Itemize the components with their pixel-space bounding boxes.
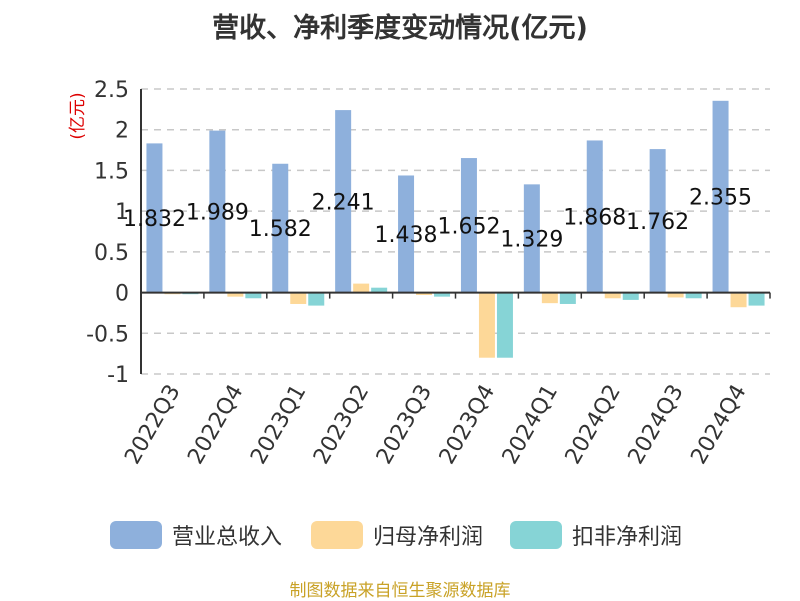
x-tick-label: 2024Q2 <box>561 381 626 469</box>
y-tick-label: -0.5 <box>86 322 129 347</box>
bar-2023Q1-series-1 <box>290 292 307 304</box>
bar-2024Q2-series-2 <box>622 292 639 300</box>
bar-2024Q4-series-0 <box>712 100 729 293</box>
y-tick-label: 1 <box>115 200 129 225</box>
bar-2024Q1-series-0 <box>523 184 540 293</box>
y-tick-label: 2 <box>115 119 129 144</box>
data-label: 1.652 <box>437 214 500 239</box>
bar-2022Q4-series-0 <box>209 130 226 293</box>
data-label: 1.762 <box>626 210 689 235</box>
legend-swatch-deducted-profit <box>510 521 562 549</box>
y-axis-unit-label: (亿元) <box>68 92 88 139</box>
legend-label-net-profit: 归母净利润 <box>373 525 484 550</box>
legend-swatch-net-profit <box>311 521 363 549</box>
bar-2023Q3-series-2 <box>434 292 451 297</box>
legend-label-revenue: 营业总收入 <box>172 525 283 550</box>
bar-2024Q2-series-0 <box>586 140 603 293</box>
bar-2023Q2-series-0 <box>335 110 352 293</box>
bar-2023Q4-series-0 <box>460 158 477 293</box>
legend-item-net-profit[interactable]: 归母净利润 <box>311 518 483 552</box>
x-tick-label: 2024Q3 <box>624 381 689 469</box>
bar-2024Q4-series-2 <box>748 292 765 306</box>
bar-2024Q1-series-1 <box>541 292 558 304</box>
source-note: 制图数据来自恒生聚源数据库 <box>289 581 511 601</box>
data-label: 1.329 <box>500 227 563 252</box>
chart-title: 营收、净利季度变动情况(亿元) <box>212 13 588 44</box>
bar-2024Q4-series-1 <box>730 292 747 308</box>
x-tick-label: 2023Q4 <box>435 381 500 469</box>
bar-2023Q4-series-1 <box>478 292 495 358</box>
bar-2023Q2-series-2 <box>371 287 388 293</box>
legend-label-deducted-profit: 扣非净利润 <box>572 525 683 550</box>
y-tick-label: -1 <box>107 363 129 388</box>
x-tick-label: 2024Q1 <box>498 381 563 469</box>
data-label: 2.241 <box>312 190 375 215</box>
x-tick-label: 2024Q4 <box>686 381 751 469</box>
data-label: 1.438 <box>375 223 438 248</box>
bar-2024Q3-series-0 <box>649 149 666 293</box>
data-label: 1.868 <box>563 206 626 231</box>
legend: 营业总收入 归母净利润 扣非净利润 <box>0 518 800 552</box>
x-tick-label: 2023Q2 <box>309 381 374 469</box>
bar-2023Q3-series-1 <box>416 292 433 296</box>
bar-2022Q4-series-1 <box>227 292 244 297</box>
y-tick-label: 1.5 <box>94 159 129 184</box>
bar-2022Q4-series-2 <box>245 292 262 299</box>
bar-2022Q3-series-0 <box>146 143 163 293</box>
legend-item-revenue[interactable]: 营业总收入 <box>110 518 282 552</box>
bar-2023Q1-series-0 <box>272 163 289 293</box>
y-tick-label: 0 <box>115 282 129 307</box>
bar-2024Q1-series-2 <box>559 292 576 304</box>
x-tick-label: 2022Q4 <box>183 381 248 469</box>
bar-2023Q1-series-2 <box>308 292 325 306</box>
legend-swatch-revenue <box>110 521 162 549</box>
data-label: 1.832 <box>123 207 186 232</box>
data-label: 1.989 <box>186 201 249 226</box>
y-tick-label: 2.5 <box>94 78 129 103</box>
x-tick-label: 2022Q3 <box>120 381 185 469</box>
data-label: 2.355 <box>689 186 752 211</box>
bar-2023Q3-series-0 <box>398 175 415 293</box>
legend-item-deducted-profit[interactable]: 扣非净利润 <box>510 518 682 552</box>
bar-2024Q2-series-1 <box>604 292 621 299</box>
x-tick-label: 2023Q1 <box>246 381 311 469</box>
y-tick-label: 0.5 <box>94 241 129 266</box>
bar-2024Q3-series-2 <box>685 292 702 299</box>
bar-2024Q3-series-1 <box>667 292 684 298</box>
data-label: 1.582 <box>249 217 312 242</box>
bar-2023Q2-series-1 <box>353 283 370 293</box>
x-tick-label: 2023Q3 <box>372 381 437 469</box>
bar-2023Q4-series-2 <box>496 292 513 358</box>
